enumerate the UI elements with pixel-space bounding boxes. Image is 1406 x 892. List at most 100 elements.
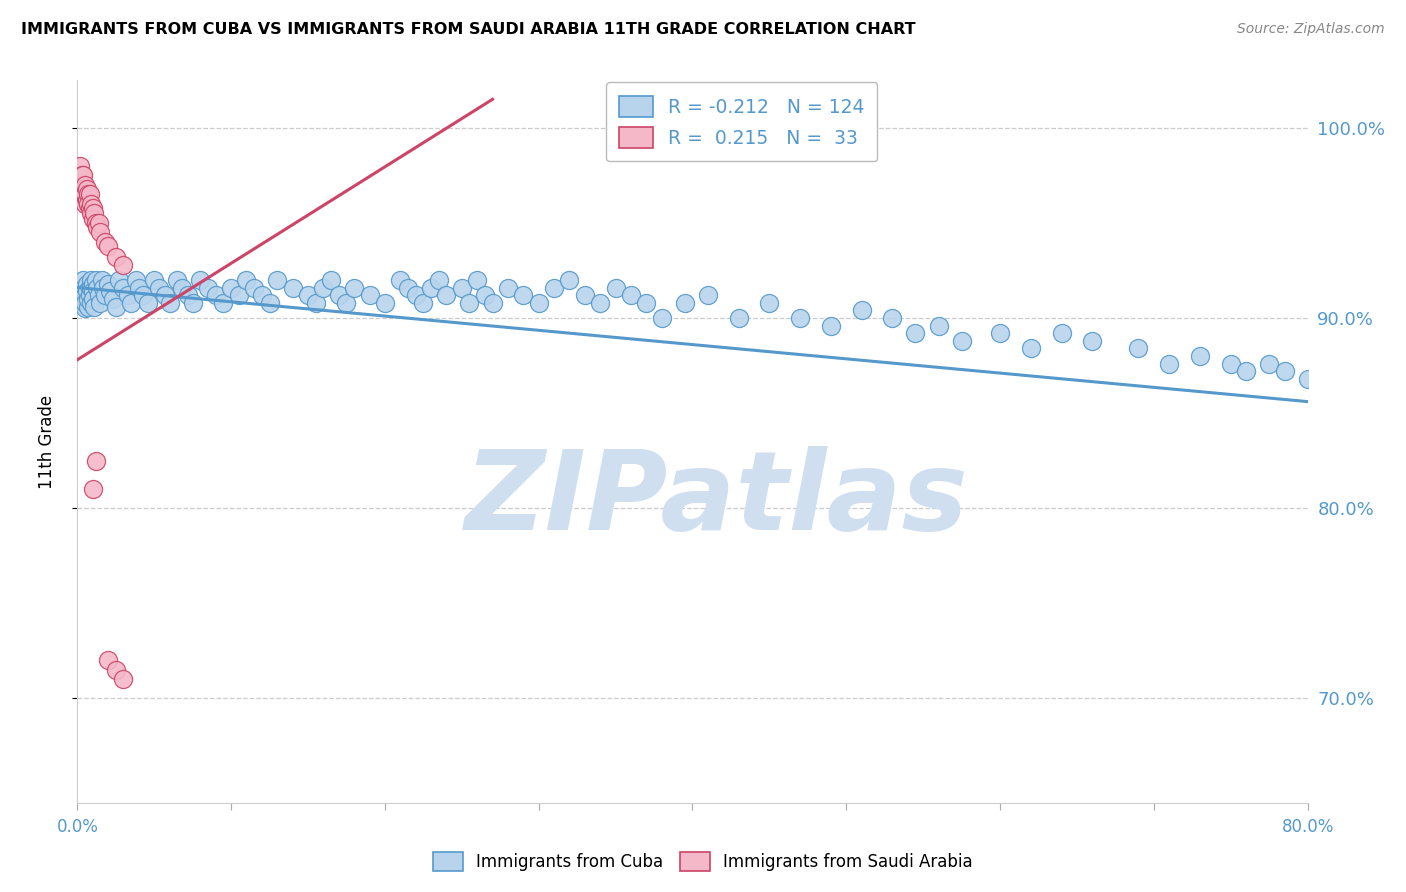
Point bbox=[76, 193, 98, 207]
Point bbox=[228, 288, 250, 302]
Point bbox=[436, 288, 458, 302]
Point bbox=[112, 280, 135, 294]
Point bbox=[73, 187, 96, 202]
Point bbox=[543, 280, 565, 294]
Point bbox=[1389, 379, 1406, 393]
Point bbox=[1327, 372, 1350, 386]
Point bbox=[83, 300, 105, 314]
Point bbox=[84, 273, 107, 287]
Point bbox=[86, 219, 108, 234]
Point bbox=[343, 280, 366, 294]
Point bbox=[84, 453, 107, 467]
Point bbox=[153, 288, 176, 302]
Point bbox=[950, 334, 973, 348]
Point bbox=[112, 258, 135, 272]
Point bbox=[1296, 372, 1319, 386]
Point bbox=[73, 288, 96, 302]
Point bbox=[89, 226, 111, 240]
Point bbox=[148, 280, 170, 294]
Point bbox=[1128, 342, 1150, 356]
Point bbox=[1159, 357, 1181, 371]
Point bbox=[89, 295, 111, 310]
Point bbox=[170, 280, 193, 294]
Point bbox=[204, 288, 226, 302]
Point bbox=[87, 288, 110, 302]
Point bbox=[79, 280, 101, 294]
Text: ZIPatlas: ZIPatlas bbox=[465, 446, 969, 553]
Point bbox=[673, 295, 696, 310]
Point bbox=[481, 295, 503, 310]
Point bbox=[80, 197, 103, 211]
Point bbox=[104, 300, 127, 314]
Point bbox=[84, 216, 107, 230]
Point bbox=[219, 280, 242, 294]
Point bbox=[112, 672, 135, 686]
Point bbox=[143, 273, 166, 287]
Point bbox=[374, 295, 396, 310]
Point bbox=[396, 280, 419, 294]
Point bbox=[188, 273, 212, 287]
Point bbox=[72, 169, 94, 183]
Point bbox=[73, 295, 96, 310]
Point bbox=[125, 273, 148, 287]
Point bbox=[988, 326, 1011, 340]
Point bbox=[259, 295, 281, 310]
Point bbox=[97, 277, 120, 291]
Point bbox=[328, 288, 350, 302]
Point bbox=[851, 303, 873, 318]
Point bbox=[120, 295, 142, 310]
Point bbox=[427, 273, 450, 287]
Point bbox=[474, 288, 496, 302]
Point bbox=[73, 178, 96, 192]
Point bbox=[1188, 349, 1211, 363]
Point bbox=[589, 295, 612, 310]
Point bbox=[80, 295, 103, 310]
Point bbox=[177, 288, 200, 302]
Point bbox=[77, 197, 100, 211]
Point bbox=[1219, 357, 1241, 371]
Point bbox=[359, 288, 381, 302]
Point bbox=[76, 277, 98, 291]
Text: 80.0%: 80.0% bbox=[1281, 818, 1334, 836]
Point bbox=[136, 295, 159, 310]
Point bbox=[93, 280, 115, 294]
Point bbox=[1374, 372, 1396, 386]
Point bbox=[412, 295, 434, 310]
Point bbox=[69, 159, 91, 173]
Point bbox=[450, 280, 472, 294]
Point bbox=[620, 288, 643, 302]
Point bbox=[72, 191, 94, 205]
Point bbox=[72, 282, 94, 296]
Point bbox=[80, 206, 103, 220]
Point bbox=[496, 280, 519, 294]
Point bbox=[82, 285, 104, 299]
Point bbox=[117, 288, 139, 302]
Point bbox=[166, 273, 188, 287]
Text: 0.0%: 0.0% bbox=[56, 818, 98, 836]
Point bbox=[72, 273, 94, 287]
Point bbox=[79, 187, 101, 202]
Point bbox=[458, 295, 481, 310]
Text: IMMIGRANTS FROM CUBA VS IMMIGRANTS FROM SAUDI ARABIA 11TH GRADE CORRELATION CHAR: IMMIGRANTS FROM CUBA VS IMMIGRANTS FROM … bbox=[21, 22, 915, 37]
Point bbox=[1350, 379, 1372, 393]
Point bbox=[98, 285, 121, 299]
Point bbox=[70, 169, 93, 183]
Point bbox=[86, 280, 108, 294]
Point bbox=[636, 295, 658, 310]
Point bbox=[104, 250, 127, 264]
Y-axis label: 11th Grade: 11th Grade bbox=[38, 394, 56, 489]
Point bbox=[70, 178, 93, 192]
Point bbox=[80, 280, 103, 294]
Point bbox=[181, 295, 204, 310]
Point bbox=[97, 653, 120, 667]
Point bbox=[527, 295, 550, 310]
Point bbox=[108, 273, 131, 287]
Point bbox=[76, 181, 98, 195]
Point bbox=[312, 280, 335, 294]
Point bbox=[82, 277, 104, 291]
Point bbox=[1234, 364, 1257, 378]
Point bbox=[558, 273, 581, 287]
Point bbox=[1081, 334, 1104, 348]
Legend: R = -0.212   N = 124, R =  0.215   N =  33: R = -0.212 N = 124, R = 0.215 N = 33 bbox=[606, 82, 877, 161]
Point bbox=[904, 326, 927, 340]
